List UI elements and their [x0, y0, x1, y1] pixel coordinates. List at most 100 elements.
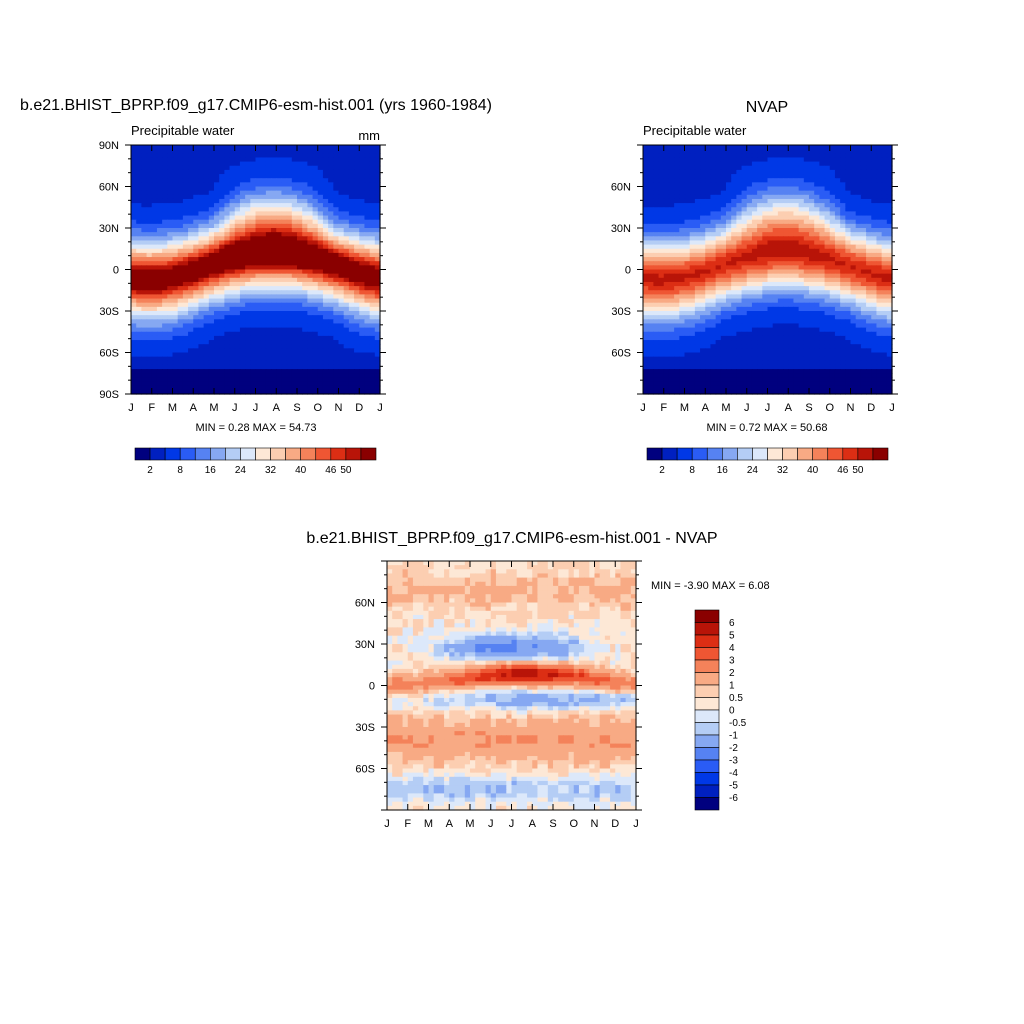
obs-cell	[829, 174, 836, 179]
model-cell	[271, 364, 277, 370]
model-cell	[250, 174, 257, 179]
model-cell	[198, 340, 205, 345]
obs-cell	[653, 223, 660, 229]
obs-cell	[793, 290, 800, 295]
model-cell	[198, 252, 205, 258]
model-cell	[374, 157, 381, 163]
obs-cell	[871, 248, 878, 254]
model-cell	[167, 348, 174, 354]
model-cell	[291, 203, 298, 208]
obs-cell	[834, 161, 841, 167]
model-cell	[364, 364, 371, 370]
obs-cell	[819, 236, 826, 242]
model-cell	[229, 356, 236, 362]
model-cell	[234, 194, 241, 200]
model-cell	[281, 360, 288, 366]
model-cell	[317, 302, 324, 308]
obs-cell	[658, 182, 665, 188]
model-cell	[369, 265, 376, 271]
obs-cell	[710, 203, 717, 208]
obs-cell	[881, 145, 888, 150]
model-cell	[343, 182, 350, 188]
model-cell	[271, 261, 277, 266]
obs-cell	[751, 281, 758, 287]
model-cell	[131, 294, 137, 300]
model-cell	[162, 203, 168, 208]
obs-cell	[658, 157, 665, 163]
obs-cell	[658, 186, 665, 192]
model-cell	[322, 364, 329, 370]
obs-cell	[694, 252, 701, 258]
model-cell	[265, 306, 272, 312]
model-cell	[188, 149, 194, 154]
model-cell	[177, 381, 184, 387]
obs-cell	[772, 153, 779, 159]
model-cell	[312, 348, 319, 354]
model-cell	[286, 327, 293, 333]
model-cell	[359, 369, 366, 374]
obs-cell	[777, 252, 784, 258]
obs-cell	[814, 269, 820, 275]
model-cell	[348, 377, 355, 383]
obs-cell	[860, 290, 867, 295]
obs-cell	[668, 273, 675, 279]
obs-cell	[886, 248, 893, 254]
obs-cell	[850, 290, 857, 295]
obs-cell	[793, 277, 800, 283]
model-cell	[245, 219, 251, 225]
obs-cell	[798, 198, 805, 204]
model-cell	[167, 331, 174, 337]
model-cell	[203, 281, 210, 287]
model-cell	[177, 190, 184, 196]
model-cell	[214, 294, 220, 300]
model-cell	[172, 203, 179, 208]
obs-cell	[751, 248, 758, 254]
obs-cell	[679, 252, 686, 258]
obs-cell	[700, 240, 706, 246]
obs-cell	[674, 232, 680, 237]
obs-cell	[860, 228, 867, 233]
model-cell	[291, 194, 298, 200]
model-cell	[177, 286, 184, 291]
model-cell	[348, 219, 355, 225]
model-cell	[322, 236, 329, 242]
model-cell	[286, 240, 293, 246]
model-cell	[177, 290, 184, 295]
model-cell	[146, 273, 153, 279]
obs-cell	[653, 145, 660, 150]
obs-cell	[783, 277, 789, 283]
obs-cell	[834, 165, 841, 171]
obs-cell	[658, 178, 665, 183]
model-cell	[255, 228, 262, 233]
obs-cell	[674, 174, 680, 179]
model-cell	[328, 294, 334, 300]
model-cell	[271, 352, 277, 358]
model-cell	[322, 174, 329, 179]
model-cell	[374, 232, 381, 237]
model-cell	[245, 327, 251, 333]
obs-cell	[663, 248, 670, 254]
model-cell	[364, 269, 371, 275]
model-cell	[208, 306, 215, 312]
model-cell	[141, 169, 148, 175]
obs-cell	[726, 223, 732, 229]
obs-cell	[658, 207, 665, 212]
obs-cell	[798, 223, 805, 229]
model-cell	[188, 182, 194, 188]
obs-cell	[731, 203, 737, 208]
model-cell	[136, 182, 142, 188]
model-cell	[354, 302, 360, 308]
model-cell	[146, 198, 153, 204]
obs-cell	[720, 236, 727, 242]
model-cell	[265, 381, 272, 387]
obs-cell	[762, 149, 769, 154]
model-cell	[198, 290, 205, 295]
model-cell	[208, 190, 215, 196]
model-cell	[307, 335, 314, 341]
model-cell	[286, 165, 293, 171]
obs-cell	[829, 232, 836, 237]
model-cell	[167, 232, 174, 237]
obs-cell	[798, 281, 805, 287]
obs-cell	[710, 265, 717, 271]
model-cell	[265, 232, 272, 237]
